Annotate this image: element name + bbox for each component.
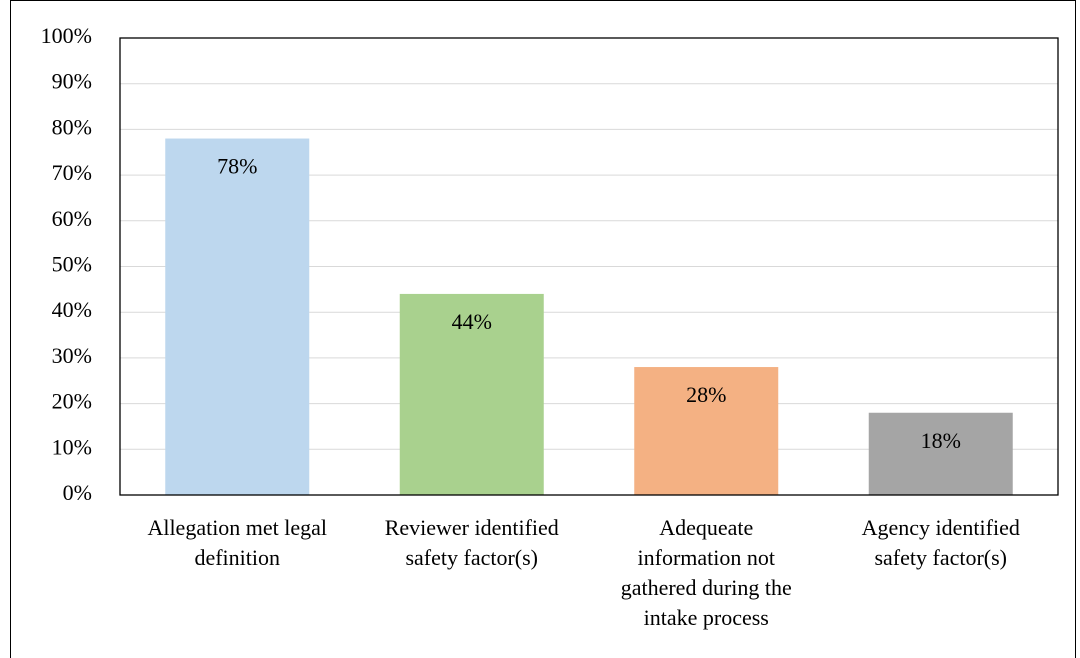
data-label: 28%: [686, 382, 726, 407]
data-label: 78%: [217, 154, 257, 179]
y-tick-label: 100%: [41, 23, 92, 48]
bar: [165, 138, 310, 496]
plot-border: [119, 37, 1059, 496]
y-tick-label: 60%: [52, 206, 92, 231]
x-tick-label: Adequeate information not gathered durin…: [620, 515, 792, 630]
x-tick-label: Agency identified safety factor(s): [861, 515, 1020, 570]
y-tick-label: 70%: [52, 160, 92, 185]
y-tick-label: 50%: [52, 252, 92, 277]
bar: [634, 367, 779, 495]
data-label: 18%: [921, 428, 961, 453]
data-label: 44%: [452, 309, 492, 334]
y-tick-label: 10%: [52, 434, 92, 459]
y-tick-label: 0%: [63, 480, 92, 505]
bar: [868, 412, 1013, 495]
y-tick-label: 30%: [52, 343, 92, 368]
y-tick-label: 90%: [52, 69, 92, 94]
x-tick-label: Allegation met legal definition: [147, 515, 328, 570]
bar: [399, 293, 544, 495]
x-tick-label: Reviewer identified safety factor(s): [384, 515, 559, 570]
y-tick-label: 20%: [52, 389, 92, 414]
y-tick-label: 40%: [52, 297, 92, 322]
y-tick-label: 80%: [52, 114, 92, 139]
